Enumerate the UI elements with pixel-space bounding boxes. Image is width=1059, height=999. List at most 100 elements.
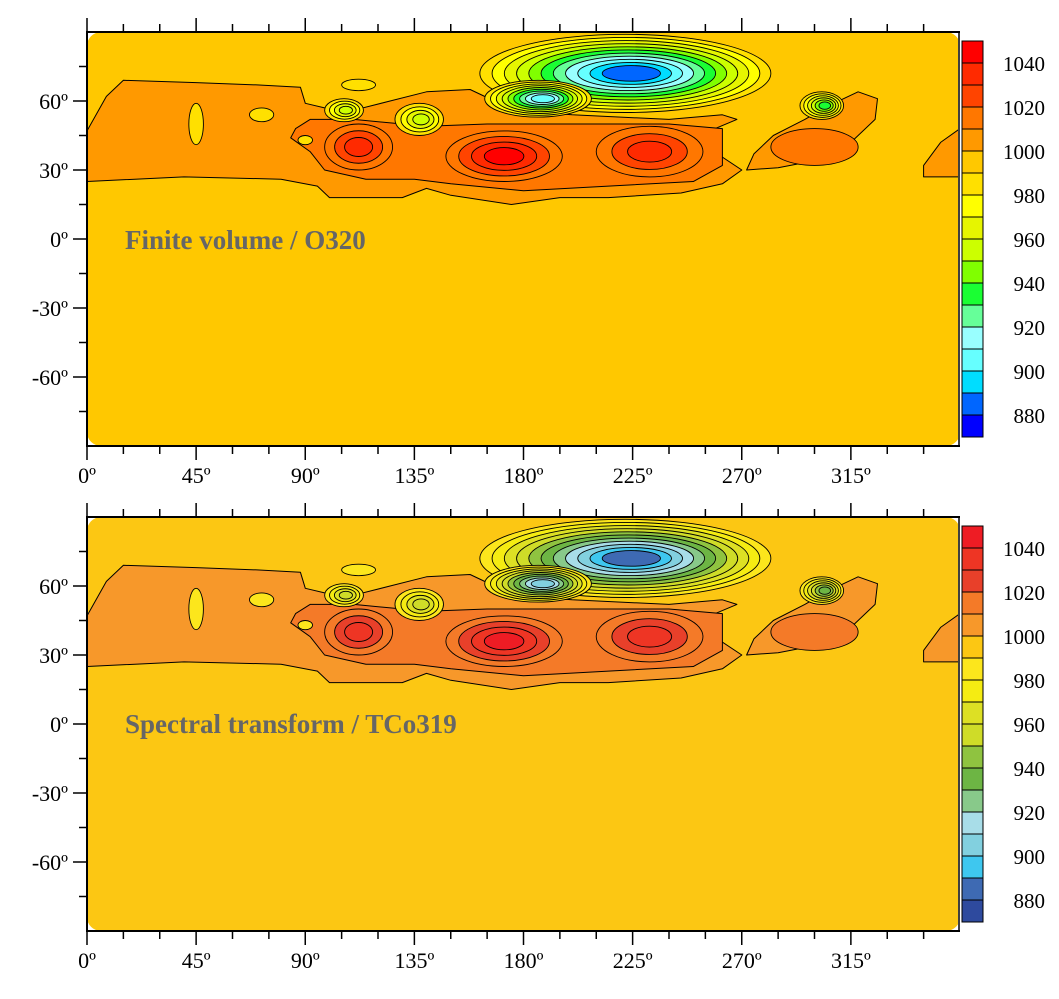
y-tick-label: 30º xyxy=(39,643,68,668)
x-tick-label: 45º xyxy=(182,948,211,973)
y-tick-label: 60º xyxy=(39,89,68,114)
low-pressure-contour xyxy=(818,101,832,110)
x-tick-label: 270º xyxy=(722,948,762,973)
panel-finite-volume: 0º 45º 90º 135º 180º 225º 270º 315º 60º 30º 0º -30º… xyxy=(32,18,1045,488)
colorbar-label: 900 xyxy=(1014,360,1046,384)
colorbar-label: 1040 xyxy=(1003,52,1045,76)
colorbar-label: 1000 xyxy=(1003,140,1045,164)
low-pressure-contour xyxy=(338,590,353,600)
colorbar-band xyxy=(961,238,984,262)
colorbar-label: 960 xyxy=(1014,713,1046,737)
colorbar-band xyxy=(961,613,984,637)
low-pressure-contour xyxy=(412,598,430,611)
low-pressure-contour xyxy=(601,550,661,567)
high-pressure-contour xyxy=(483,632,525,651)
y-tick-label: -60º xyxy=(32,850,68,875)
colorbar-band xyxy=(961,260,984,284)
colorbar-label: 920 xyxy=(1014,801,1046,825)
low-pressure-contour xyxy=(188,102,204,146)
colorbar-label: 980 xyxy=(1014,669,1046,693)
colorbar-label: 1040 xyxy=(1003,537,1045,561)
colorbar-band xyxy=(961,326,984,350)
colorbar-label: 1020 xyxy=(1003,96,1045,120)
colorbar-band xyxy=(961,172,984,196)
low-pressure-contour xyxy=(188,587,204,631)
colorbar-band xyxy=(961,745,984,769)
high-pressure-contour xyxy=(627,625,673,648)
colorbar-band xyxy=(961,833,984,857)
colorbar-band xyxy=(961,348,984,372)
x-tick-label: 90º xyxy=(291,948,320,973)
x-tick-label: 315º xyxy=(831,948,871,973)
y-tick-label: 0º xyxy=(50,712,68,737)
x-tick-label: 90º xyxy=(291,463,320,488)
colorbar-band xyxy=(961,128,984,152)
colorbar-band xyxy=(961,899,984,923)
high-pressure-contour xyxy=(483,147,525,166)
colorbar-band xyxy=(961,811,984,835)
x-tick-label: 0º xyxy=(78,948,96,973)
colorbar-label: 880 xyxy=(1014,889,1046,913)
high-pressure-contour xyxy=(344,137,374,157)
panel-title-finite-volume: Finite volume / O320 xyxy=(125,225,366,255)
y-tick-label: -30º xyxy=(32,781,68,806)
y-tick-label: 0º xyxy=(50,227,68,252)
high-pressure-contour xyxy=(770,128,859,166)
colorbar-band xyxy=(961,635,984,659)
colorbar-label: 920 xyxy=(1014,316,1046,340)
high-pressure-contour xyxy=(627,140,673,163)
contour-field xyxy=(87,517,958,931)
colorbar-band xyxy=(961,194,984,218)
colorbar-label: 940 xyxy=(1014,757,1046,781)
colorbar-band xyxy=(961,106,984,130)
x-tick-label: 135º xyxy=(394,948,434,973)
x-tick-label: 225º xyxy=(613,463,653,488)
low-pressure-contour xyxy=(297,620,313,631)
low-pressure-contour xyxy=(338,105,353,115)
colorbar-band xyxy=(961,370,984,394)
x-tick-label: 180º xyxy=(504,948,544,973)
colorbar-band xyxy=(961,723,984,747)
colorbar-label: 880 xyxy=(1014,404,1046,428)
colorbar-band xyxy=(961,701,984,725)
colorbar-label: 1020 xyxy=(1003,581,1045,605)
contour-region xyxy=(923,614,958,663)
colorbar-band xyxy=(961,657,984,681)
low-pressure-contour xyxy=(530,579,555,589)
colorbar-band xyxy=(961,525,984,549)
low-pressure-contour xyxy=(530,94,555,104)
low-pressure-contour xyxy=(601,65,661,82)
colorbar-band xyxy=(961,855,984,879)
colorbar-band xyxy=(961,62,984,86)
contour-region xyxy=(923,129,958,178)
colorbar-band xyxy=(961,150,984,174)
colorbar-band xyxy=(961,591,984,615)
colorbar-band xyxy=(961,304,984,328)
x-tick-label: 0º xyxy=(78,463,96,488)
low-pressure-contour xyxy=(412,113,430,126)
panel-title-spectral-transform: Spectral transform / TCo319 xyxy=(125,709,457,739)
colorbar-band xyxy=(961,767,984,791)
colorbar-band xyxy=(961,789,984,813)
colorbar-band xyxy=(961,414,984,438)
colorbar-band xyxy=(961,547,984,571)
panel-spectral-transform: 0º 45º 90º 135º 180º 225º 270º 315º 60º 30º 0º -30º… xyxy=(32,503,1045,973)
low-pressure-contour xyxy=(341,78,377,92)
colorbar-band xyxy=(961,282,984,306)
y-tick-label: -30º xyxy=(32,296,68,321)
colorbar-label: 1000 xyxy=(1003,625,1045,649)
x-tick-label: 135º xyxy=(394,463,434,488)
low-pressure-contour xyxy=(341,563,377,577)
low-pressure-contour xyxy=(297,135,313,146)
contour-field xyxy=(87,32,958,446)
x-tick-label: 45º xyxy=(182,463,211,488)
colorbar-band xyxy=(961,40,984,64)
colorbar-band xyxy=(961,216,984,240)
y-tick-label: 30º xyxy=(39,158,68,183)
colorbar-band xyxy=(961,392,984,416)
y-tick-label: 60º xyxy=(39,574,68,599)
high-pressure-contour xyxy=(770,613,859,651)
x-tick-label: 225º xyxy=(613,948,653,973)
colorbar-band xyxy=(961,84,984,108)
